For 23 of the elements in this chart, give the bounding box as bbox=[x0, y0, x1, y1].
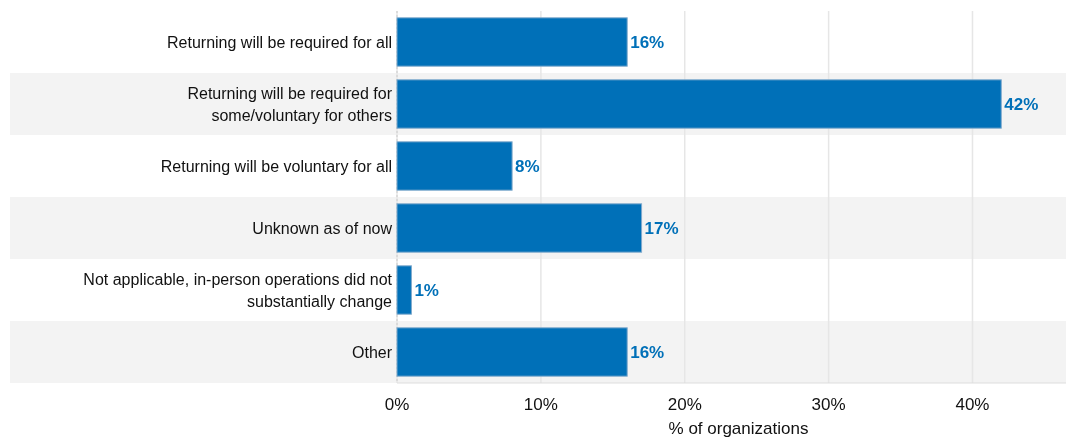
y-tick-label: Returning will be required for all bbox=[167, 33, 392, 51]
data-label: 1% bbox=[414, 280, 439, 300]
bar bbox=[396, 327, 628, 377]
bar bbox=[396, 17, 628, 67]
bar bbox=[396, 141, 513, 191]
x-tick-label: 0% bbox=[384, 395, 410, 414]
data-label: 17% bbox=[644, 218, 679, 238]
data-label: 8% bbox=[515, 156, 540, 176]
x-tick-label: 30% bbox=[811, 395, 846, 414]
data-label: 16% bbox=[630, 32, 665, 52]
y-tick-label: Other bbox=[351, 343, 393, 361]
x-tick-label: 10% bbox=[523, 395, 558, 414]
data-label: 42% bbox=[1004, 94, 1039, 114]
data-label: 16% bbox=[630, 342, 665, 362]
bar bbox=[396, 265, 412, 315]
bar bbox=[396, 203, 643, 253]
x-tick-label: 20% bbox=[667, 395, 702, 414]
y-tick-label: Returning will be voluntary for all bbox=[160, 157, 392, 175]
x-tick-label: 40% bbox=[955, 395, 990, 414]
y-tick-label: Unknown as of now bbox=[252, 219, 393, 237]
y-tick-label: Returning will be required for some/voluntary for others bbox=[187, 84, 393, 124]
x-axis-title: % of organizations bbox=[668, 419, 809, 438]
y-tick-label: Not applicable, in-person operations did not substantially change bbox=[83, 270, 393, 310]
